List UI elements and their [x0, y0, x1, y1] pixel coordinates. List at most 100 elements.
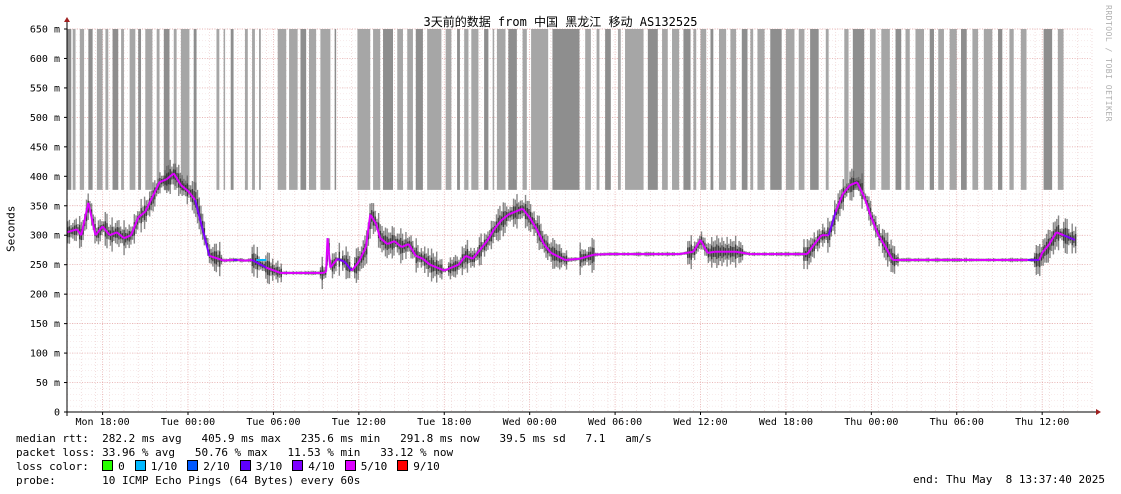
median-segment [209, 254, 224, 262]
smoke-core [422, 255, 424, 262]
loss-region [112, 29, 119, 190]
median-segment [244, 258, 253, 262]
median-segment [357, 246, 367, 263]
median-segment [593, 253, 609, 256]
loss-region [905, 29, 910, 190]
y-tick-label: 350 m [30, 201, 60, 212]
median-segment [735, 250, 751, 256]
loss-color-swatch [344, 460, 356, 471]
median-segment [180, 184, 189, 192]
median-segment [870, 217, 880, 236]
loss-region [844, 29, 849, 190]
loss-region [647, 29, 658, 190]
loss-region [357, 29, 371, 190]
loss-region [397, 29, 403, 190]
loss-region [605, 29, 611, 190]
median-segment [172, 172, 182, 186]
smoke-core [1074, 233, 1077, 246]
median-segment [827, 211, 837, 236]
loss-region [163, 29, 170, 190]
loss-region [230, 29, 234, 190]
loss-region [464, 29, 469, 190]
median-segment [251, 259, 267, 269]
median-segment [166, 172, 175, 181]
x-tick-label: Wed 18:00 [759, 417, 813, 428]
loss-region [596, 29, 600, 190]
loss-region [531, 29, 549, 190]
median-segment [151, 181, 161, 198]
loss-region [961, 29, 967, 190]
loss-region [96, 29, 103, 190]
median-segment [1063, 234, 1072, 240]
median-segment [393, 240, 403, 248]
median-segment [521, 208, 531, 219]
median-segment [322, 270, 327, 274]
loss-region [72, 29, 76, 190]
median-segment [543, 243, 552, 254]
loss-color-swatch-label: 5/10 [360, 460, 388, 473]
x-tick-labels: Mon 18:00 Tue 00:00 Tue 06:00 Tue 12:00 Tue … [75, 412, 1069, 428]
loss-color-items: 0 1/10 2/10 3/10 4/10 5/10 9/10 [102, 460, 450, 473]
median-segment [364, 214, 372, 248]
median-segment [101, 225, 111, 236]
loss-region [585, 29, 591, 190]
end-time: end: Thu May 8 13:37:40 2025 [912, 473, 1105, 486]
y-tick-label: 50 m [36, 378, 60, 389]
loss-region [427, 29, 442, 190]
median-segment [429, 263, 438, 269]
loss-region [710, 29, 714, 190]
loss-region [1043, 29, 1053, 190]
x-tick-label: Thu 12:00 [1015, 417, 1069, 428]
median-segment [707, 250, 715, 254]
loss-region [244, 29, 248, 190]
loss-region [289, 29, 298, 190]
loss-color-item: 1/10 [134, 460, 177, 473]
loss-region [810, 29, 819, 190]
loss-region [105, 29, 109, 190]
loss-region [445, 29, 452, 190]
loss-region [552, 29, 580, 190]
watermark: RRDTOOL / TOBI OETIKER [1104, 5, 1113, 122]
median-segment [237, 258, 246, 262]
loss-color-swatch [397, 460, 409, 471]
median-segment [842, 184, 851, 195]
x-axis-arrow [1096, 409, 1101, 415]
median-segment [856, 181, 866, 198]
loss-region [741, 29, 748, 190]
loss-region [415, 29, 423, 190]
median-segment [479, 240, 488, 251]
y-tick-label: 300 m [30, 231, 60, 242]
x-tick-label: Tue 06:00 [246, 417, 300, 428]
loss-region [1009, 29, 1014, 190]
loss-region [825, 29, 829, 190]
median-segment [579, 253, 595, 260]
median-segment [109, 231, 118, 237]
loss-color-swatch [134, 460, 146, 471]
y-tick-label: 200 m [30, 290, 60, 301]
loss-region [693, 29, 697, 190]
loss-region [67, 29, 72, 190]
median-segment [863, 196, 873, 218]
median-segment [1070, 237, 1076, 241]
x-tick-label: Mon 18:00 [75, 417, 129, 428]
smoke-core [166, 173, 168, 186]
loss-color-item: 0 [102, 460, 125, 473]
loss-region [1020, 29, 1027, 190]
x-tick-label: Tue 00:00 [161, 417, 215, 428]
loss-region [617, 29, 621, 190]
median-segment [130, 217, 140, 236]
rtt-values: 282.2 ms avg 405.9 ms max 235.6 ms min 2… [102, 432, 652, 445]
median-segment [116, 231, 125, 239]
loss-region [869, 29, 876, 190]
loss-region [471, 29, 479, 190]
median-segment [386, 240, 395, 245]
y-tick-labels: 0 50 m 100 m 150 m 200 m 250 m 300 m 350 m 400 m… [30, 25, 67, 419]
y-tick-label: 550 m [30, 83, 60, 94]
x-tick-label: Tue 12:00 [332, 417, 386, 428]
loss-region [121, 29, 124, 190]
median-segment [87, 202, 97, 236]
median-segment [401, 243, 410, 248]
median-segment [374, 223, 382, 239]
y-tick-label: 0 [54, 408, 60, 419]
